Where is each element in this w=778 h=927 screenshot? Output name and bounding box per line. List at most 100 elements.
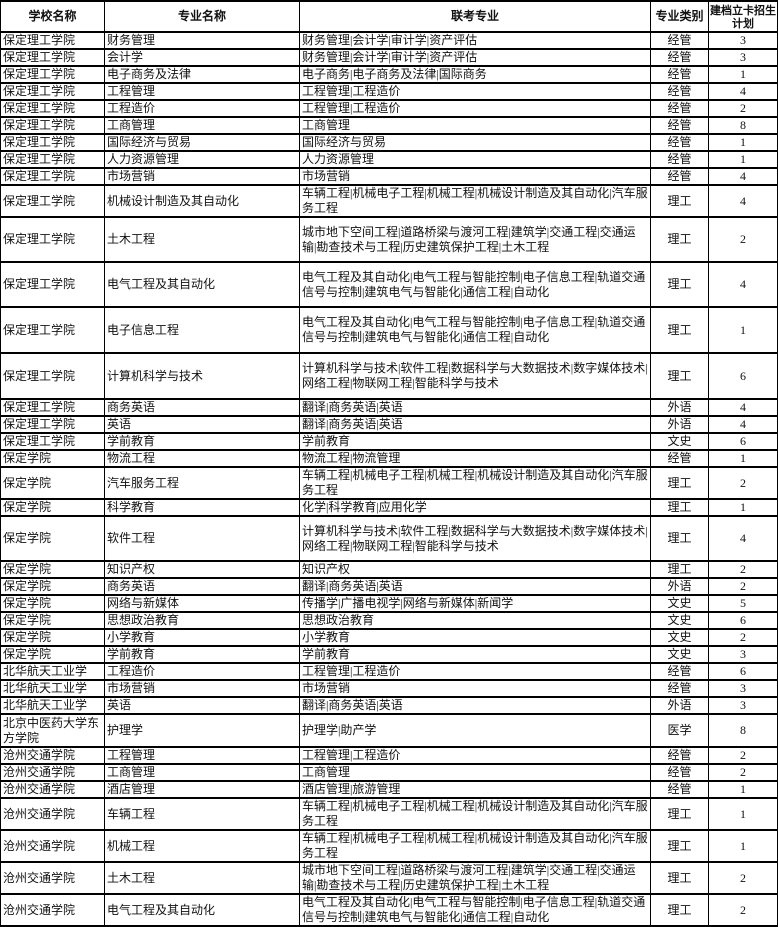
category-cell: 理工: [650, 184, 709, 218]
plan-cell: 2: [708, 99, 778, 118]
category-cell: 文史: [650, 611, 709, 630]
table-row: 保定学院 软件工程 计算机科学与技术|软件工程|数据科学与大数据技术|数字媒体技术|…: [0, 515, 778, 562]
table-row: 保定学院 网络与新媒体 传播学|广播电视学|网络与新媒体|新闻学 文史 5: [0, 594, 778, 613]
major-cell: 工程造价: [104, 99, 300, 118]
exam-majors-cell: 计算机科学与技术|软件工程|数据科学与大数据技术|数字媒体技术|网络工程|物联网…: [299, 515, 651, 562]
table-row: 保定学院 科学教育 化学|科学教育|应用化学 理工 1: [0, 498, 778, 517]
school-cell: 保定理工学院: [0, 415, 105, 434]
school-cell: 保定理工学院: [0, 167, 105, 186]
category-cell: 理工: [650, 216, 709, 263]
header-category: 专业类别: [650, 0, 709, 33]
major-cell: 工程管理: [104, 746, 300, 765]
table-row: 保定理工学院 国际经济与贸易 国际经济与贸易 经管 1: [0, 133, 778, 152]
exam-majors-cell: 工商管理: [299, 763, 651, 782]
category-cell: 经管: [650, 48, 709, 67]
school-cell: 保定学院: [0, 449, 105, 468]
table-row: 保定理工学院 人力资源管理 人力资源管理 经管 1: [0, 150, 778, 169]
category-cell: 理工: [650, 797, 709, 831]
school-cell: 沧州交通学院: [0, 861, 105, 895]
table-row: 沧州交通学院 电气工程及其自动化 电气工程及其自动化|电气工程与智能控制|电子信息工…: [0, 893, 778, 927]
exam-majors-cell: 翻译|商务英语|英语: [299, 415, 651, 434]
table-row: 保定理工学院 工商管理 工商管理 经管 8: [0, 116, 778, 135]
school-cell: 保定理工学院: [0, 216, 105, 263]
table-row: 保定学院 小学教育 小学教育 文史 2: [0, 628, 778, 647]
school-cell: 保定学院: [0, 645, 105, 664]
exam-majors-cell: 工程管理|工程造价: [299, 746, 651, 765]
table-row: 沧州交通学院 工程管理 工程管理|工程造价 经管 2: [0, 746, 778, 765]
plan-cell: 1: [708, 498, 778, 517]
plan-cell: 3: [708, 48, 778, 67]
category-cell: 医学: [650, 713, 709, 748]
major-cell: 电子商务及法律: [104, 65, 300, 84]
school-cell: 保定学院: [0, 611, 105, 630]
plan-cell: 2: [708, 628, 778, 647]
table-row: 保定学院 汽车服务工程 车辆工程|机械电子工程|机械工程|机械设计制造及其自动化|汽…: [0, 466, 778, 500]
school-cell: 沧州交通学院: [0, 780, 105, 799]
plan-cell: 3: [708, 645, 778, 664]
exam-majors-cell: 知识产权: [299, 560, 651, 579]
major-cell: 英语: [104, 696, 300, 715]
major-cell: 国际经济与贸易: [104, 133, 300, 152]
table-row: 保定理工学院 工程管理 工程管理|工程造价 经管 4: [0, 82, 778, 101]
exam-majors-cell: 电气工程及其自动化|电气工程与智能控制|电子信息工程|轨道交通信号与控制|建筑电…: [299, 261, 651, 308]
table-row: 北华航天工业学 英语 翻译|商务英语|英语 外语 3: [0, 696, 778, 715]
major-cell: 英语: [104, 415, 300, 434]
school-cell: 保定理工学院: [0, 306, 105, 354]
plan-cell: 1: [708, 797, 778, 831]
major-cell: 汽车服务工程: [104, 466, 300, 500]
header-plan: 建档立卡招生计划: [708, 0, 778, 33]
major-cell: 工商管理: [104, 763, 300, 782]
exam-majors-cell: 车辆工程|机械电子工程|机械工程|机械设计制造及其自动化|汽车服务工程: [299, 829, 651, 863]
major-cell: 土木工程: [104, 861, 300, 895]
header-school: 学校名称: [0, 0, 105, 33]
exam-majors-cell: 计算机科学与技术|软件工程|数据科学与大数据技术|数字媒体技术|网络工程|物联网…: [299, 352, 651, 400]
exam-majors-cell: 人力资源管理: [299, 150, 651, 169]
school-cell: 保定学院: [0, 577, 105, 596]
exam-majors-cell: 翻译|商务英语|英语: [299, 577, 651, 596]
major-cell: 网络与新媒体: [104, 594, 300, 613]
table-row: 保定学院 知识产权 知识产权 理工 2: [0, 560, 778, 579]
table-row: 保定理工学院 机械设计制造及其自动化 车辆工程|机械电子工程|机械工程|机械设计制造…: [0, 184, 778, 218]
major-cell: 计算机科学与技术: [104, 352, 300, 400]
category-cell: 经管: [650, 763, 709, 782]
category-cell: 经管: [650, 679, 709, 698]
major-cell: 市场营销: [104, 679, 300, 698]
plan-cell: 4: [708, 261, 778, 308]
category-cell: 文史: [650, 432, 709, 451]
school-cell: 保定理工学院: [0, 82, 105, 101]
exam-majors-cell: 城市地下空间工程|道路桥梁与渡河工程|建筑学|交通工程|交通运输|勘查技术与工程…: [299, 216, 651, 263]
major-cell: 会计学: [104, 48, 300, 67]
table-row: 保定理工学院 工程造价 工程管理|工程造价 经管 2: [0, 99, 778, 118]
major-cell: 酒店管理: [104, 780, 300, 799]
major-cell: 人力资源管理: [104, 150, 300, 169]
category-cell: 经管: [650, 449, 709, 468]
exam-majors-cell: 电气工程及其自动化|电气工程与智能控制|电子信息工程|轨道交通信号与控制|建筑电…: [299, 306, 651, 354]
major-cell: 电气工程及其自动化: [104, 893, 300, 927]
table-row: 沧州交通学院 工商管理 工商管理 经管 2: [0, 763, 778, 782]
category-cell: 文史: [650, 645, 709, 664]
plan-cell: 6: [708, 662, 778, 681]
exam-majors-cell: 车辆工程|机械电子工程|机械工程|机械设计制造及其自动化|汽车服务工程: [299, 466, 651, 500]
category-cell: 经管: [650, 116, 709, 135]
table-row: 北华航天工业学 工程造价 工程管理|工程造价 经管 6: [0, 662, 778, 681]
category-cell: 外语: [650, 398, 709, 417]
plan-cell: 6: [708, 611, 778, 630]
major-cell: 机械工程: [104, 829, 300, 863]
plan-cell: 2: [708, 466, 778, 500]
exam-majors-cell: 财务管理|会计学|审计学|资产评估: [299, 48, 651, 67]
major-cell: 商务英语: [104, 398, 300, 417]
plan-cell: 4: [708, 167, 778, 186]
school-cell: 保定理工学院: [0, 133, 105, 152]
category-cell: 理工: [650, 515, 709, 562]
exam-majors-cell: 思想政治教育: [299, 611, 651, 630]
plan-cell: 4: [708, 515, 778, 562]
exam-majors-cell: 电气工程及其自动化|电气工程与智能控制|电子信息工程|轨道交通信号与控制|建筑电…: [299, 893, 651, 927]
plan-cell: 4: [708, 82, 778, 101]
plan-cell: 3: [708, 696, 778, 715]
plan-cell: 2: [708, 763, 778, 782]
exam-majors-cell: 市场营销: [299, 167, 651, 186]
school-cell: 保定理工学院: [0, 65, 105, 84]
plan-cell: 2: [708, 746, 778, 765]
exam-majors-cell: 电子商务|电子商务及法律|国际商务: [299, 65, 651, 84]
